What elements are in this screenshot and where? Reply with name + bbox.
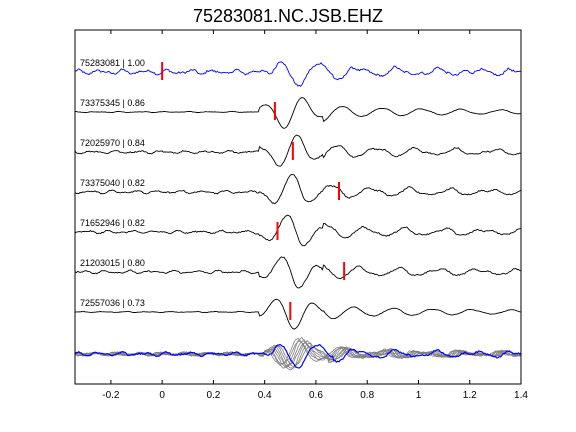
axes-frame	[74, 29, 522, 385]
trace-label: 73375345 | 0.86	[80, 98, 145, 108]
trace-label: 71652946 | 0.82	[80, 218, 145, 228]
waveform-trace	[75, 61, 522, 87]
waveform-trace	[74, 97, 522, 129]
waveform-trace	[74, 174, 522, 205]
stack-reference-trace	[74, 343, 522, 369]
x-tick-label: 0.6	[309, 390, 323, 401]
x-tick-label: 0.8	[360, 390, 374, 401]
trace-label: 73375040 | 0.82	[80, 178, 145, 188]
stack-trace	[74, 340, 522, 371]
x-tick-label: 1	[416, 390, 422, 401]
x-axis: -0.2 0 0.2 0.4 0.6 0.8 1 1.2 1.4	[102, 30, 528, 401]
x-tick-label: 0.4	[258, 390, 272, 401]
x-tick-label: 0.2	[206, 390, 220, 401]
waveform-trace	[74, 298, 522, 330]
waveform-trace	[74, 214, 522, 247]
chart-title: 75283081.NC.JSB.EHZ	[192, 6, 384, 26]
trace-label: 72557036 | 0.73	[80, 298, 145, 308]
x-tick-label: 1.4	[514, 390, 528, 401]
trace-group	[74, 61, 522, 371]
trace-label: 21203015 | 0.80	[80, 258, 145, 268]
pick-marker-group	[161, 62, 346, 320]
trace-label: 72025970 | 0.84	[80, 138, 145, 148]
stack-trace	[74, 337, 522, 369]
x-tick-label: -0.2	[102, 390, 120, 401]
trace-label-group: 75283081 | 1.00 73375345 | 0.86 72025970 |…	[80, 58, 145, 308]
x-tick-label: 0	[159, 390, 165, 401]
waveform-trace	[74, 134, 522, 167]
trace-label: 75283081 | 1.00	[80, 58, 145, 68]
x-tick-label: 1.2	[463, 390, 477, 401]
waveform-trace	[74, 256, 522, 289]
